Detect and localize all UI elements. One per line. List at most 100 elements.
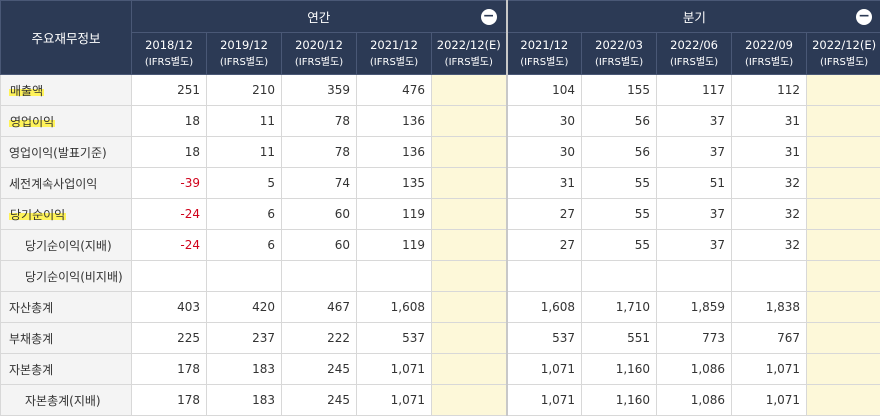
value-cell-annual: 476	[357, 75, 432, 106]
value-cell-annual: 119	[357, 199, 432, 230]
row-label-cell: 자본총계(지배)	[1, 385, 132, 416]
period-header-annual-0: 2018/12(IFRS별도)	[132, 33, 207, 75]
value-cell-quarter	[732, 261, 807, 292]
value-cell-annual	[432, 137, 507, 168]
value-cell-annual: 136	[357, 137, 432, 168]
value-cell-annual	[432, 292, 507, 323]
value-cell-annual	[432, 261, 507, 292]
row-label: 자본총계(지배)	[25, 394, 101, 408]
value-cell-quarter	[657, 261, 732, 292]
value-cell-quarter: 55	[582, 199, 657, 230]
value-cell-annual: 135	[357, 168, 432, 199]
value-cell-quarter	[807, 137, 880, 168]
value-cell-quarter: 32	[732, 230, 807, 261]
value-cell-annual: -39	[132, 168, 207, 199]
value-cell-annual	[432, 354, 507, 385]
value-cell-quarter: 1,608	[507, 292, 582, 323]
period-header-annual-3: 2021/12(IFRS별도)	[357, 33, 432, 75]
value-cell-annual: 78	[282, 106, 357, 137]
label-column-header: 주요재무정보	[1, 1, 132, 75]
value-cell-annual	[432, 168, 507, 199]
row-label: 자본총계	[9, 363, 53, 377]
value-cell-annual: 403	[132, 292, 207, 323]
value-cell-quarter: 1,160	[582, 354, 657, 385]
period-label: 2018/12	[132, 37, 206, 54]
value-cell-annual: 245	[282, 354, 357, 385]
value-cell-annual: 74	[282, 168, 357, 199]
value-cell-quarter: 37	[657, 137, 732, 168]
value-cell-quarter: 1,710	[582, 292, 657, 323]
value-cell-quarter: 1,160	[582, 385, 657, 416]
value-cell-annual	[432, 230, 507, 261]
value-cell-annual: 6	[207, 199, 282, 230]
value-cell-annual: 537	[357, 323, 432, 354]
period-header-annual-1: 2019/12(IFRS별도)	[207, 33, 282, 75]
period-header-quarter-4: 2022/12(E)(IFRS별도)	[807, 33, 880, 75]
row-label-cell: 자산총계	[1, 292, 132, 323]
value-cell-quarter: 1,838	[732, 292, 807, 323]
value-cell-quarter	[807, 292, 880, 323]
value-cell-annual	[282, 261, 357, 292]
value-cell-quarter: 32	[732, 199, 807, 230]
value-cell-annual: 18	[132, 137, 207, 168]
value-cell-quarter: 55	[582, 168, 657, 199]
value-cell-annual: 251	[132, 75, 207, 106]
row-label-cell: 영업이익	[1, 106, 132, 137]
value-cell-annual: 60	[282, 199, 357, 230]
value-cell-quarter: 1,071	[732, 385, 807, 416]
value-cell-annual	[357, 261, 432, 292]
period-label: 2021/12	[357, 37, 431, 54]
period-basis: (IFRS별도)	[508, 54, 582, 71]
row-label: 당기순이익(비지배)	[25, 270, 123, 284]
value-cell-quarter: 1,086	[657, 385, 732, 416]
row-label-cell: 매출액	[1, 75, 132, 106]
value-cell-quarter: 104	[507, 75, 582, 106]
value-cell-quarter: 767	[732, 323, 807, 354]
value-cell-quarter: 32	[732, 168, 807, 199]
value-cell-quarter: 31	[732, 137, 807, 168]
value-cell-annual: 225	[132, 323, 207, 354]
value-cell-quarter	[807, 199, 880, 230]
value-cell-annual: 6	[207, 230, 282, 261]
period-label: 2019/12	[207, 37, 281, 54]
value-cell-quarter: 112	[732, 75, 807, 106]
value-cell-quarter: 30	[507, 137, 582, 168]
quarter-title: 분기	[683, 10, 706, 25]
value-cell-annual	[207, 261, 282, 292]
period-label: 2021/12	[508, 37, 582, 54]
period-header-annual-4: 2022/12(E)(IFRS별도)	[432, 33, 507, 75]
period-basis: (IFRS별도)	[732, 54, 806, 71]
value-cell-annual: 1,608	[357, 292, 432, 323]
value-cell-quarter	[507, 261, 582, 292]
value-cell-annual: 136	[357, 106, 432, 137]
annual-group-header: 연간 −	[132, 1, 507, 33]
value-cell-quarter	[582, 261, 657, 292]
value-cell-quarter: 37	[657, 199, 732, 230]
value-cell-quarter: 31	[732, 106, 807, 137]
table-header: 주요재무정보 연간 − 분기 − 2018/12(IFRS별도)2019/12(…	[1, 1, 880, 75]
value-cell-annual	[432, 199, 507, 230]
quarter-collapse-icon[interactable]: −	[856, 9, 872, 25]
quarter-group-header: 분기 −	[507, 1, 880, 33]
value-cell-annual	[432, 75, 507, 106]
period-header-annual-2: 2020/12(IFRS별도)	[282, 33, 357, 75]
value-cell-quarter: 537	[507, 323, 582, 354]
value-cell-quarter	[807, 261, 880, 292]
value-cell-annual: 11	[207, 137, 282, 168]
value-cell-quarter: 1,071	[507, 385, 582, 416]
period-label: 2022/12(E)	[807, 37, 880, 54]
annual-collapse-icon[interactable]: −	[481, 9, 497, 25]
value-cell-annual: 183	[207, 354, 282, 385]
value-cell-quarter: 37	[657, 106, 732, 137]
value-cell-quarter	[807, 354, 880, 385]
period-basis: (IFRS별도)	[282, 54, 356, 71]
period-header-quarter-2: 2022/06(IFRS별도)	[657, 33, 732, 75]
value-cell-quarter: 1,086	[657, 354, 732, 385]
value-cell-annual	[132, 261, 207, 292]
value-cell-quarter	[807, 168, 880, 199]
